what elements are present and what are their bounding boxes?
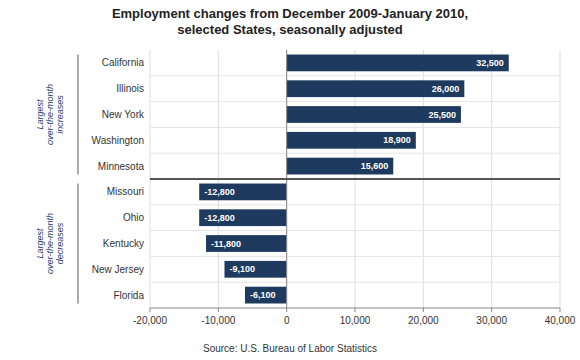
tick-label: 20,000 bbox=[408, 315, 439, 326]
data-label: -9,100 bbox=[229, 264, 255, 274]
tick-mark bbox=[218, 308, 219, 312]
data-labels: 32,500 26,000 25,500 18,900 15,600 -12,800 -12… bbox=[204, 58, 504, 300]
group-bracket bbox=[78, 184, 79, 304]
data-label: -11,800 bbox=[211, 239, 241, 249]
y-axis: California Illinois New York Washington Minn… bbox=[92, 57, 145, 300]
row-separator bbox=[150, 75, 560, 76]
group-label-line: over-the-month bbox=[45, 213, 55, 274]
data-label: 26,000 bbox=[432, 84, 460, 94]
bar bbox=[287, 80, 465, 97]
tick-label: -10,000 bbox=[201, 315, 235, 326]
tick-label: 10,000 bbox=[340, 315, 371, 326]
category-label: Illinois bbox=[116, 83, 144, 94]
title-line: Employment changes from December 2009-Ja… bbox=[112, 6, 468, 21]
tick-mark bbox=[355, 308, 356, 312]
row-separator bbox=[150, 127, 560, 128]
tick-label: 40,000 bbox=[545, 315, 576, 326]
row-separator bbox=[150, 101, 560, 102]
bar bbox=[224, 261, 286, 278]
tick-label: 30,000 bbox=[476, 315, 507, 326]
row-separator bbox=[150, 230, 560, 231]
bar bbox=[287, 158, 394, 175]
bar bbox=[287, 55, 509, 72]
data-label: 25,500 bbox=[428, 110, 456, 120]
data-label: 32,500 bbox=[476, 58, 504, 68]
group-label: Largestover-the-monthdecreases bbox=[35, 213, 65, 274]
data-label: -12,800 bbox=[204, 213, 235, 223]
row-separator bbox=[150, 282, 560, 283]
category-label: California bbox=[102, 57, 145, 68]
group-label: Largestover-the-monthincreases bbox=[35, 84, 65, 145]
bar bbox=[287, 106, 461, 123]
tick-mark bbox=[423, 308, 424, 312]
row-separator bbox=[150, 153, 560, 154]
bar bbox=[199, 209, 286, 226]
tick-label: 0 bbox=[284, 315, 290, 326]
category-label: Florida bbox=[113, 290, 144, 301]
bar bbox=[245, 287, 287, 304]
category-label: New York bbox=[102, 109, 145, 120]
category-label: Missouri bbox=[107, 186, 144, 197]
data-label: -6,100 bbox=[250, 290, 276, 300]
row-separator bbox=[150, 256, 560, 257]
title-line: selected States, seasonally adjusted bbox=[177, 22, 402, 37]
group-label-line: Largest bbox=[35, 99, 45, 130]
group-label-line: decreases bbox=[55, 222, 65, 264]
group-label-line: over-the-month bbox=[45, 84, 55, 145]
background bbox=[0, 0, 580, 360]
tick-mark bbox=[560, 308, 561, 312]
grid bbox=[150, 50, 560, 308]
title: Employment changes from December 2009-Ja… bbox=[112, 6, 468, 37]
x-axis: -20,000 -10,000 0 10,000 20,000 30,000 40,000 bbox=[133, 308, 576, 326]
chart: Employment changes from December 2009-Ja… bbox=[0, 0, 580, 360]
tick-label: -20,000 bbox=[133, 315, 167, 326]
data-label: 15,600 bbox=[361, 161, 389, 171]
bar bbox=[206, 235, 287, 252]
row-separator bbox=[150, 204, 560, 205]
bar bbox=[287, 132, 416, 149]
tick-mark bbox=[286, 308, 287, 312]
group-label-line: Largest bbox=[35, 228, 45, 259]
category-label: New Jersey bbox=[92, 264, 144, 275]
category-label: Kentucky bbox=[103, 238, 144, 249]
category-label: Washington bbox=[92, 135, 144, 146]
tick-mark bbox=[150, 308, 151, 312]
category-label: Minnesota bbox=[98, 161, 145, 172]
group-label-line: increases bbox=[55, 95, 65, 134]
bar bbox=[199, 184, 286, 201]
data-label: 18,900 bbox=[383, 135, 411, 145]
category-label: Ohio bbox=[123, 212, 145, 223]
group-separator bbox=[150, 178, 560, 180]
group-bracket bbox=[78, 55, 79, 175]
tick-mark bbox=[491, 308, 492, 312]
data-label: -12,800 bbox=[204, 187, 235, 197]
row-separator bbox=[150, 179, 560, 180]
group-label-group: Largestover-the-monthdecreases bbox=[35, 213, 65, 274]
group-label-group: Largestover-the-monthincreases bbox=[35, 84, 65, 145]
source: Source: U.S. Bureau of Labor Statistics bbox=[203, 343, 377, 354]
x-axis-line bbox=[150, 308, 560, 309]
